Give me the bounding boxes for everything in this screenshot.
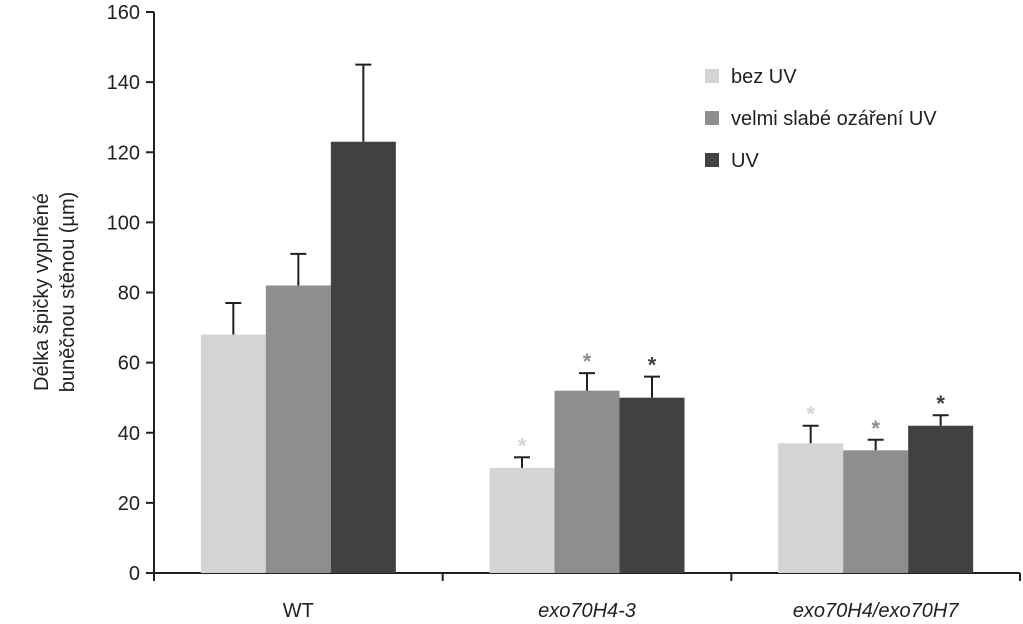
- significance-marker: *: [871, 416, 880, 441]
- bar: [200, 334, 266, 573]
- legend-swatch: [705, 153, 719, 167]
- legend-label: UV: [731, 150, 759, 172]
- bar: [778, 443, 844, 573]
- significance-marker: *: [936, 391, 945, 416]
- y-axis: 0 20 40 60 80 100 120 140 160: [107, 2, 155, 585]
- legend-swatch: [705, 69, 719, 83]
- legend-swatch: [705, 111, 719, 125]
- y-tick-label: 0: [129, 563, 140, 585]
- y-axis-title-line: buněčnou stěnou (µm): [57, 192, 79, 393]
- legend: bez UV velmi slabé ozáření UV UV: [705, 66, 937, 172]
- y-axis-title: Délka špičky vyplněné buněčnou stěnou (µm…: [31, 192, 79, 393]
- bar: [908, 425, 974, 573]
- significance-marker: *: [806, 402, 815, 427]
- significance-marker: *: [583, 349, 592, 374]
- x-category-label: exo70H4/exo70H7: [793, 600, 960, 622]
- y-axis-label: Délka špičky vyplněné buněčnou stěnou (µm…: [31, 192, 79, 393]
- y-tick-label: 80: [118, 283, 140, 305]
- significance-marker: *: [518, 433, 527, 458]
- y-axis-title-line: Délka špičky vyplněné: [31, 193, 53, 391]
- bar: [489, 467, 555, 573]
- y-tick-label: 160: [107, 2, 140, 24]
- legend-label: velmi slabé ozáření UV: [731, 108, 937, 130]
- x-axis: WT exo70H4-3 exo70H4/exo70H7: [153, 572, 1021, 622]
- legend-label: bez UV: [731, 66, 797, 88]
- x-category-label: exo70H4-3: [538, 600, 636, 622]
- y-tick-label: 60: [118, 353, 140, 375]
- bar: [265, 285, 331, 573]
- y-tick-label: 20: [118, 493, 140, 515]
- bar: [619, 397, 685, 573]
- x-category-label: WT: [283, 600, 314, 622]
- significance-marker: *: [648, 353, 657, 378]
- y-tick-label: 40: [118, 423, 140, 445]
- bar: [554, 390, 620, 573]
- bar: [330, 141, 396, 573]
- y-tick-label: 120: [107, 142, 140, 164]
- bar: [843, 450, 909, 573]
- y-tick-label: 100: [107, 212, 140, 234]
- y-tick-label: 140: [107, 72, 140, 94]
- bars: * * * * * *: [200, 63, 974, 573]
